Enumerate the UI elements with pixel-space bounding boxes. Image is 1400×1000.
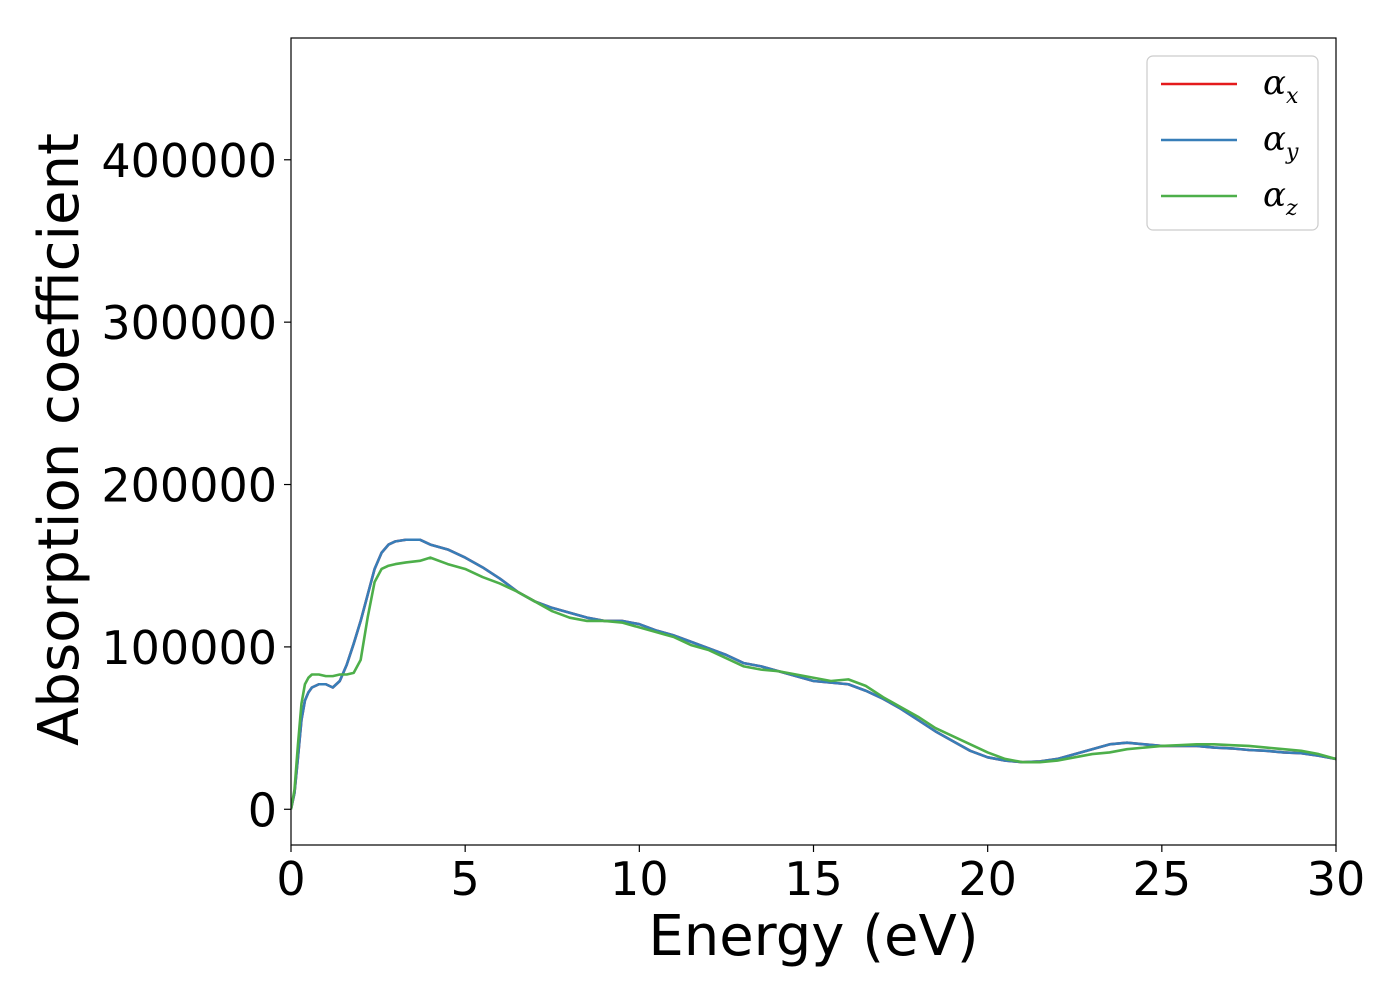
y-tick-label: 200000 [101, 459, 277, 513]
y-axis-ticks: 0 100000 200000 300000 400000 [101, 134, 291, 837]
y-tick-label: 400000 [101, 134, 277, 188]
series-line-1 [291, 538, 1336, 810]
legend: αx αy αz [1146, 55, 1319, 231]
x-tick-label: 5 [451, 852, 480, 906]
legend-frame [1146, 55, 1319, 231]
y-tick-label: 0 [248, 783, 277, 837]
y-tick-label: 100000 [101, 621, 277, 675]
legend-label: αz [1263, 175, 1298, 221]
legend-label: αy [1263, 119, 1299, 165]
y-axis-label: Absorption coefficient [27, 133, 92, 746]
series-line-3 [291, 556, 1336, 810]
x-axis-label: Energy (eV) [648, 904, 978, 969]
x-tick-label: 0 [276, 852, 305, 906]
y-tick-label: 300000 [101, 296, 277, 350]
x-tick-label: 25 [1133, 852, 1192, 906]
x-tick-label: 15 [784, 852, 843, 906]
series-layer [291, 538, 1336, 810]
x-tick-label: 30 [1307, 852, 1366, 906]
legend-label: αx [1263, 63, 1299, 109]
x-tick-label: 20 [958, 852, 1017, 906]
series-line-2 [291, 538, 1336, 810]
x-axis-ticks: 0 5 10 15 20 25 30 [276, 845, 1365, 906]
x-tick-label: 10 [610, 852, 669, 906]
